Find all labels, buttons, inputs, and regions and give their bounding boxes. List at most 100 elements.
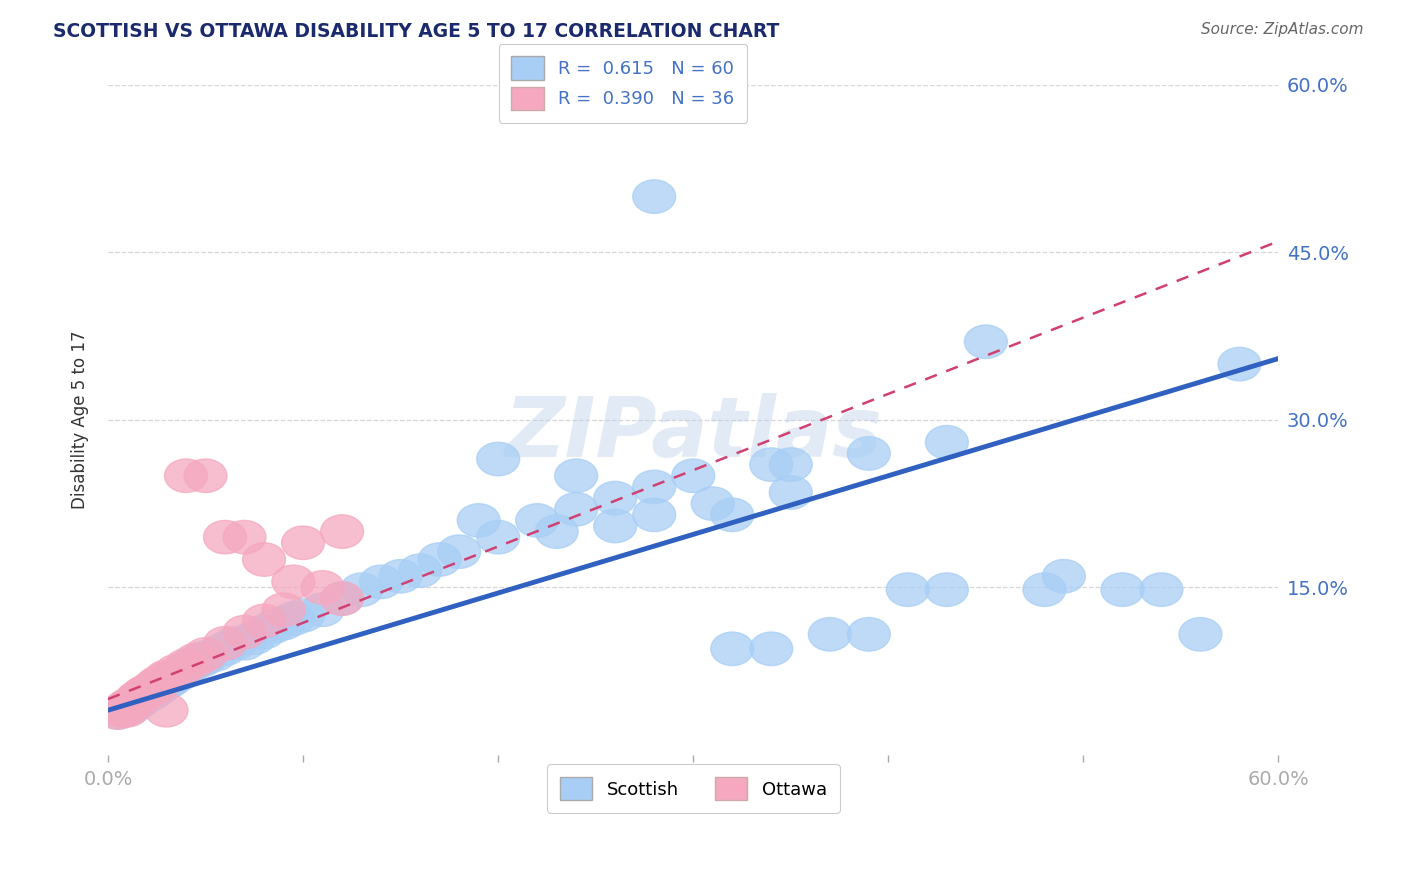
Ellipse shape [155,655,198,688]
Ellipse shape [252,610,295,643]
Ellipse shape [204,520,246,554]
Ellipse shape [925,425,969,459]
Ellipse shape [145,693,188,727]
Ellipse shape [380,559,422,593]
Ellipse shape [138,671,180,705]
Ellipse shape [711,498,754,532]
Ellipse shape [118,680,160,714]
Ellipse shape [100,693,143,727]
Ellipse shape [224,615,266,648]
Ellipse shape [281,599,325,632]
Ellipse shape [633,180,676,213]
Ellipse shape [120,679,163,713]
Ellipse shape [808,617,851,651]
Ellipse shape [204,626,246,660]
Ellipse shape [141,664,184,697]
Ellipse shape [105,693,149,727]
Ellipse shape [184,638,226,671]
Ellipse shape [184,459,226,492]
Ellipse shape [1024,573,1066,607]
Ellipse shape [214,626,256,660]
Ellipse shape [156,657,200,691]
Ellipse shape [233,621,276,655]
Ellipse shape [1218,347,1261,381]
Ellipse shape [692,487,734,520]
Ellipse shape [1180,617,1222,651]
Ellipse shape [360,565,402,599]
Ellipse shape [110,687,153,720]
Ellipse shape [165,652,208,686]
Ellipse shape [96,696,139,730]
Ellipse shape [180,643,224,677]
Ellipse shape [769,475,813,509]
Ellipse shape [129,677,173,710]
Ellipse shape [321,582,364,615]
Ellipse shape [153,660,195,693]
Ellipse shape [114,684,156,718]
Ellipse shape [114,687,156,720]
Ellipse shape [243,542,285,576]
Ellipse shape [115,681,159,714]
Ellipse shape [281,526,325,559]
Ellipse shape [848,617,890,651]
Ellipse shape [536,515,578,549]
Ellipse shape [104,691,148,725]
Ellipse shape [886,573,929,607]
Ellipse shape [115,684,159,718]
Ellipse shape [131,671,174,705]
Ellipse shape [110,690,153,723]
Text: Source: ZipAtlas.com: Source: ZipAtlas.com [1201,22,1364,37]
Ellipse shape [848,437,890,470]
Ellipse shape [145,665,188,699]
Ellipse shape [125,677,169,710]
Ellipse shape [122,677,165,710]
Ellipse shape [122,681,165,714]
Ellipse shape [165,459,208,492]
Ellipse shape [965,325,1007,359]
Ellipse shape [120,682,163,715]
Ellipse shape [477,520,520,554]
Ellipse shape [160,655,204,688]
Ellipse shape [749,448,793,482]
Ellipse shape [321,515,364,549]
Ellipse shape [437,535,481,568]
Ellipse shape [134,669,176,702]
Ellipse shape [321,582,364,615]
Ellipse shape [112,686,155,719]
Ellipse shape [112,688,155,722]
Ellipse shape [105,689,149,723]
Ellipse shape [769,448,813,482]
Ellipse shape [174,643,218,677]
Ellipse shape [96,696,139,730]
Ellipse shape [194,638,236,671]
Text: SCOTTISH VS OTTAWA DISABILITY AGE 5 TO 17 CORRELATION CHART: SCOTTISH VS OTTAWA DISABILITY AGE 5 TO 1… [53,22,780,41]
Ellipse shape [262,593,305,626]
Ellipse shape [243,604,285,638]
Ellipse shape [593,482,637,515]
Ellipse shape [105,689,149,723]
Ellipse shape [749,632,793,665]
Ellipse shape [108,688,150,722]
Ellipse shape [418,542,461,576]
Ellipse shape [516,504,558,537]
Ellipse shape [103,693,145,727]
Ellipse shape [301,571,344,604]
Ellipse shape [131,674,174,708]
Ellipse shape [139,669,183,702]
Ellipse shape [134,673,176,706]
Ellipse shape [135,673,179,706]
Ellipse shape [125,674,169,708]
Ellipse shape [271,565,315,599]
Ellipse shape [271,602,315,635]
Ellipse shape [672,459,714,492]
Ellipse shape [1042,559,1085,593]
Ellipse shape [105,690,149,723]
Ellipse shape [925,573,969,607]
Ellipse shape [204,632,246,665]
Ellipse shape [115,686,159,719]
Ellipse shape [103,693,145,727]
Ellipse shape [262,607,305,640]
Ellipse shape [301,593,344,626]
Y-axis label: Disability Age 5 to 17: Disability Age 5 to 17 [72,331,89,509]
Ellipse shape [633,498,676,532]
